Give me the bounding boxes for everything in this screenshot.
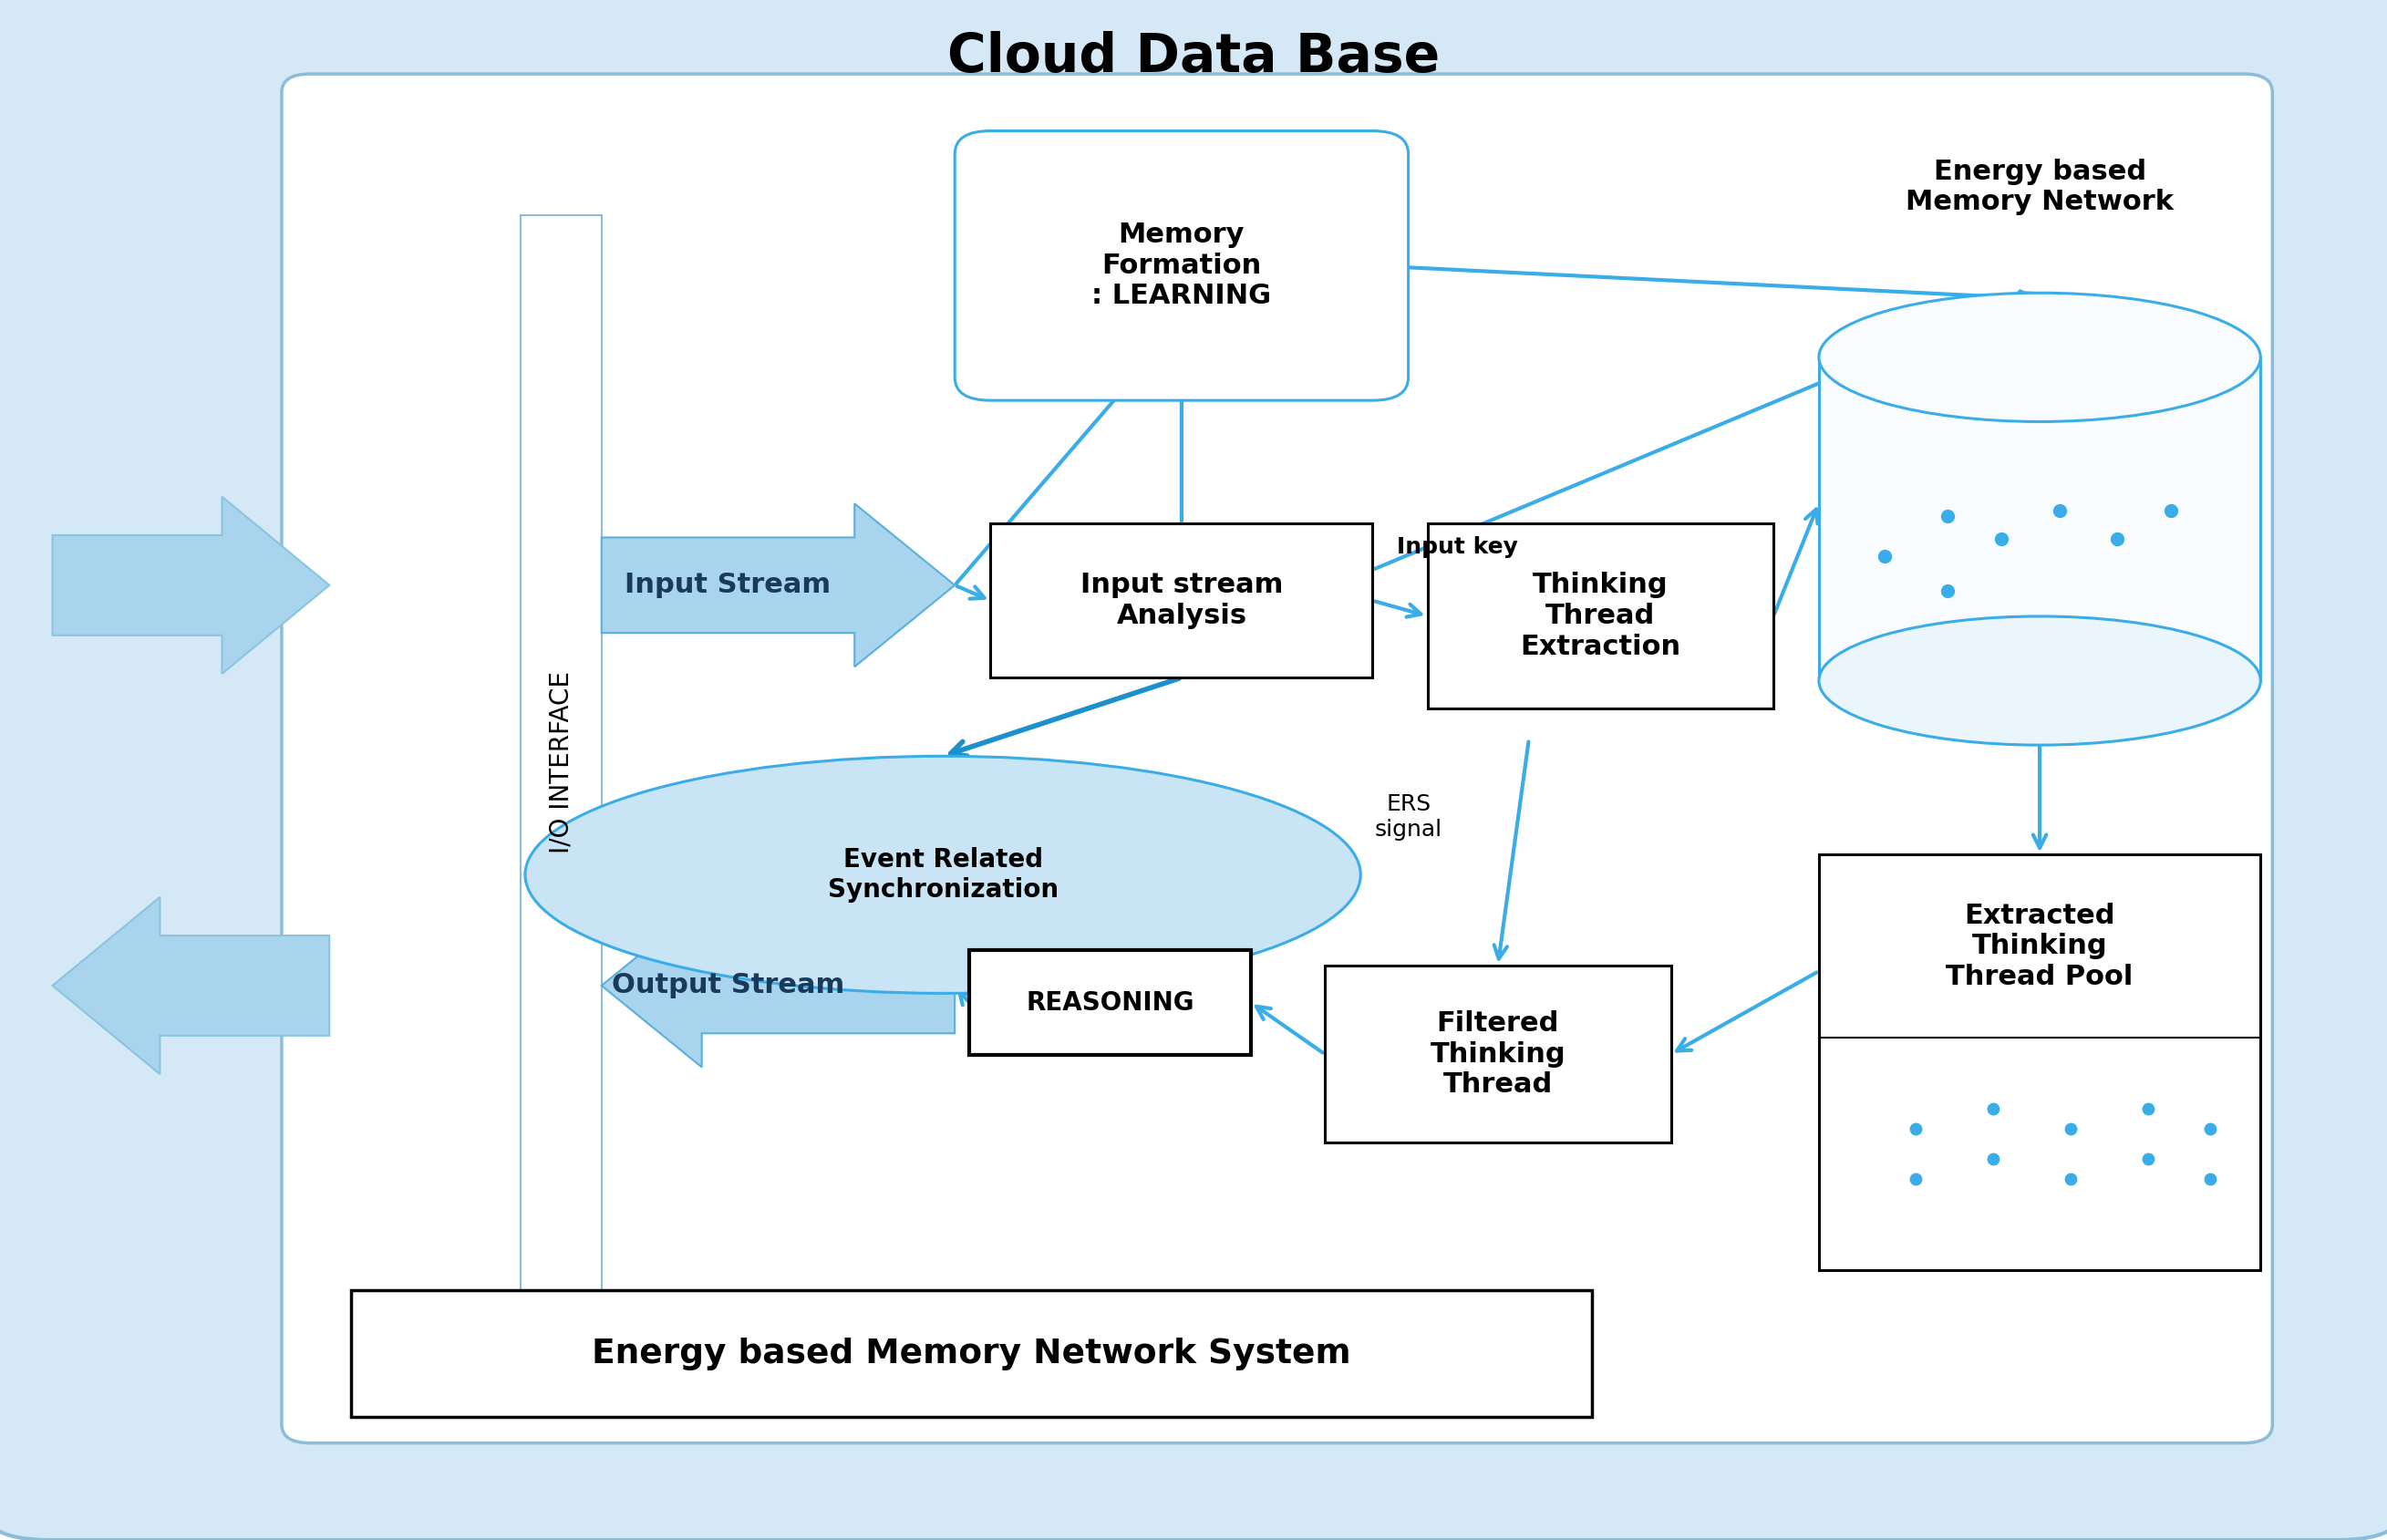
Text: Cloud Data Base: Cloud Data Base (948, 31, 1439, 83)
Text: Event Related
Synchronization: Event Related Synchronization (828, 847, 1057, 902)
Bar (991, 524, 1373, 678)
Text: Input Stream: Input Stream (625, 571, 831, 599)
Text: Energy based
Memory Network: Energy based Memory Network (1905, 159, 2175, 216)
FancyBboxPatch shape (282, 74, 2272, 1443)
Bar (1427, 524, 1774, 708)
Polygon shape (53, 896, 329, 1075)
Text: Thinking
Thread
Extraction: Thinking Thread Extraction (1521, 573, 1680, 659)
Text: REASONING: REASONING (1026, 990, 1194, 1015)
Text: I/O INTERFACE: I/O INTERFACE (549, 671, 573, 853)
Text: Extracted
Thinking
Thread Pool: Extracted Thinking Thread Pool (1945, 902, 2134, 990)
Polygon shape (602, 504, 955, 667)
Bar (1325, 966, 1671, 1143)
Text: Memory
Formation
: LEARNING: Memory Formation : LEARNING (1091, 222, 1272, 310)
Ellipse shape (1819, 616, 2260, 745)
Text: Energy based Memory Network System: Energy based Memory Network System (592, 1337, 1351, 1371)
Text: Input key: Input key (1396, 536, 1518, 557)
Bar (1819, 855, 2260, 1270)
Text: Output Stream: Output Stream (611, 972, 845, 999)
Bar (1819, 357, 2260, 681)
Ellipse shape (1819, 293, 2260, 422)
Bar (351, 1291, 1592, 1417)
Text: Input stream
Analysis: Input stream Analysis (1081, 571, 1282, 630)
Text: ERS
signal: ERS signal (1375, 793, 1442, 841)
Polygon shape (602, 904, 955, 1067)
Bar (520, 216, 602, 1309)
Bar (969, 950, 1251, 1055)
Text: Filtered
Thinking
Thread: Filtered Thinking Thread (1430, 1010, 1566, 1098)
Ellipse shape (525, 756, 1361, 993)
Polygon shape (53, 497, 329, 675)
FancyBboxPatch shape (955, 131, 1408, 400)
